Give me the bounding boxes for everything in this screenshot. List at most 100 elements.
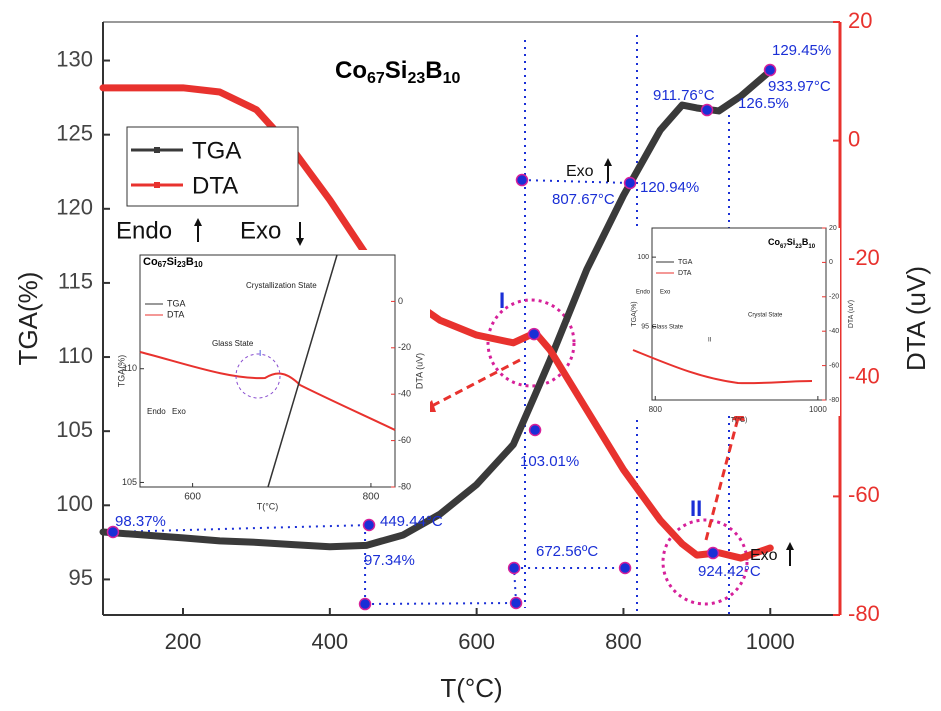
annotation: 807.67°C bbox=[552, 191, 615, 208]
inset-y2-label: DTA (uV) bbox=[848, 300, 855, 328]
y-tick-label: 110 bbox=[58, 343, 93, 368]
inset-note: Endo bbox=[147, 407, 166, 416]
title-part: Si bbox=[385, 57, 408, 84]
x-tick-label: 200 bbox=[165, 629, 202, 654]
inset-title-part: Co bbox=[143, 256, 158, 268]
annotation: Endo bbox=[116, 217, 172, 244]
inset-y2-tick-label: -80 bbox=[829, 397, 839, 404]
annotation: 98.37% bbox=[115, 513, 166, 530]
x-tick-label: 1000 bbox=[746, 629, 795, 654]
annotation: I bbox=[499, 288, 505, 313]
y2-tick-label: -80 bbox=[848, 601, 880, 626]
y-tick-label: 105 bbox=[56, 417, 93, 442]
annotation: Exo bbox=[750, 547, 778, 564]
inset-y-tick-label: 95 bbox=[641, 323, 649, 330]
inset-y2-tick-label: -60 bbox=[829, 362, 839, 369]
annotation: 449.44°C bbox=[380, 513, 443, 530]
marker-point bbox=[708, 548, 719, 559]
inset-x-tick-label: 1000 bbox=[809, 405, 827, 414]
inset-title-part: Co bbox=[768, 237, 780, 247]
y-tick-label: 125 bbox=[56, 120, 93, 145]
annotation: 924.42°C bbox=[698, 563, 761, 580]
y-tick-label: 120 bbox=[56, 195, 93, 220]
marker-point bbox=[620, 563, 631, 574]
inset-y2-tick-label: -40 bbox=[398, 389, 411, 399]
y-axis-label: TGA(%) bbox=[13, 272, 43, 366]
annotation: Exo bbox=[240, 217, 281, 244]
title-part: 10 bbox=[443, 70, 461, 87]
inset-title-part: Si bbox=[167, 256, 177, 268]
inset-note: Exo bbox=[660, 290, 671, 296]
annotation: 933.97°C bbox=[768, 78, 831, 95]
chart-title: Co67Si23B10 bbox=[335, 57, 461, 87]
inset-y-tick-label: 100 bbox=[637, 254, 649, 261]
inset-note: Glass State bbox=[212, 339, 254, 348]
marker-point bbox=[529, 329, 540, 340]
annotation: 129.45% bbox=[772, 42, 831, 59]
inset-legend-label: DTA bbox=[167, 309, 184, 319]
inset-note: II bbox=[708, 338, 712, 344]
title-part: 67 bbox=[367, 70, 385, 87]
inset-y2-tick-label: -60 bbox=[398, 435, 411, 445]
inset-legend-label: DTA bbox=[678, 270, 692, 277]
inset-title-part: 10 bbox=[194, 260, 203, 269]
title-part: B bbox=[425, 57, 442, 84]
inset: 800100095100200-20-40-60-80T(°C)TGA(%)DT… bbox=[631, 225, 855, 424]
inset-y2-tick-label: -80 bbox=[398, 481, 411, 491]
y2-tick-label: -20 bbox=[848, 245, 880, 270]
inset-legend-label: TGA bbox=[678, 259, 693, 266]
annotation: Exo bbox=[566, 163, 594, 180]
inset-note: Crystallization State bbox=[246, 281, 317, 290]
inset: 6008001051100-20-40-60-80T(°C)TGA(%)DTA … bbox=[116, 250, 430, 511]
inset-y2-tick-label: -20 bbox=[398, 342, 411, 352]
inset-legend-label: TGA bbox=[167, 298, 186, 308]
x-tick-label: 800 bbox=[605, 629, 642, 654]
inset-y2-tick-label: 0 bbox=[398, 296, 403, 306]
inset-y-label: TGA(%) bbox=[631, 301, 638, 326]
marker-point bbox=[702, 105, 713, 116]
inset-y-tick-label: 105 bbox=[122, 477, 137, 487]
inset-x-tick-label: 800 bbox=[363, 492, 380, 503]
annotation: 120.94% bbox=[640, 179, 699, 196]
inset-x-tick-label: 800 bbox=[649, 405, 663, 414]
inset-note: Crystal State bbox=[748, 313, 783, 319]
inset-y2-label: DTA (uV) bbox=[414, 353, 424, 389]
annotation: 126.5% bbox=[738, 95, 789, 112]
inset-y-label: TGA(%) bbox=[116, 355, 126, 388]
chart: Co67Si23B1020040060080010009510010511011… bbox=[0, 0, 941, 711]
inset-x-tick-label: 600 bbox=[184, 492, 201, 503]
y-tick-label: 130 bbox=[56, 46, 93, 71]
y2-tick-label: 0 bbox=[848, 126, 860, 151]
inset-y2-tick-label: -40 bbox=[829, 328, 839, 335]
inset-y2-tick-label: -20 bbox=[829, 294, 839, 301]
marker-point bbox=[625, 177, 636, 188]
legend-label: TGA bbox=[192, 137, 241, 164]
annotation: 672.56ºC bbox=[536, 543, 598, 560]
y2-axis-label: DTA (uV) bbox=[901, 266, 931, 371]
marker-point bbox=[360, 599, 371, 610]
title-part: 23 bbox=[407, 70, 425, 87]
y2-tick-label: -40 bbox=[848, 364, 880, 389]
y2-tick-label: 20 bbox=[848, 8, 872, 33]
y-tick-label: 115 bbox=[58, 269, 93, 294]
x-tick-label: 400 bbox=[311, 629, 348, 654]
marker-point bbox=[364, 520, 375, 531]
inset-x-label: T(°C) bbox=[257, 501, 279, 511]
inset-title-part: Si bbox=[787, 237, 796, 247]
title-part: Co bbox=[335, 57, 367, 84]
inset-title-part: 10 bbox=[808, 244, 815, 250]
y-tick-label: 100 bbox=[56, 491, 93, 516]
inset-note: Endo bbox=[636, 290, 651, 296]
legend-label: DTA bbox=[192, 172, 238, 199]
annotation: 103.01% bbox=[520, 453, 579, 470]
marker-point bbox=[530, 424, 541, 435]
inset-note: Glass State bbox=[652, 325, 684, 331]
legend-symbol bbox=[154, 147, 160, 153]
y2-tick-label: -60 bbox=[848, 482, 880, 507]
x-axis-label: T(°C) bbox=[440, 673, 502, 703]
inset-title-part: B bbox=[186, 256, 194, 268]
inset-y2-tick-label: 0 bbox=[829, 259, 833, 266]
marker-point bbox=[509, 563, 520, 574]
inset-background bbox=[632, 228, 840, 416]
annotation: 97.34% bbox=[364, 552, 415, 569]
